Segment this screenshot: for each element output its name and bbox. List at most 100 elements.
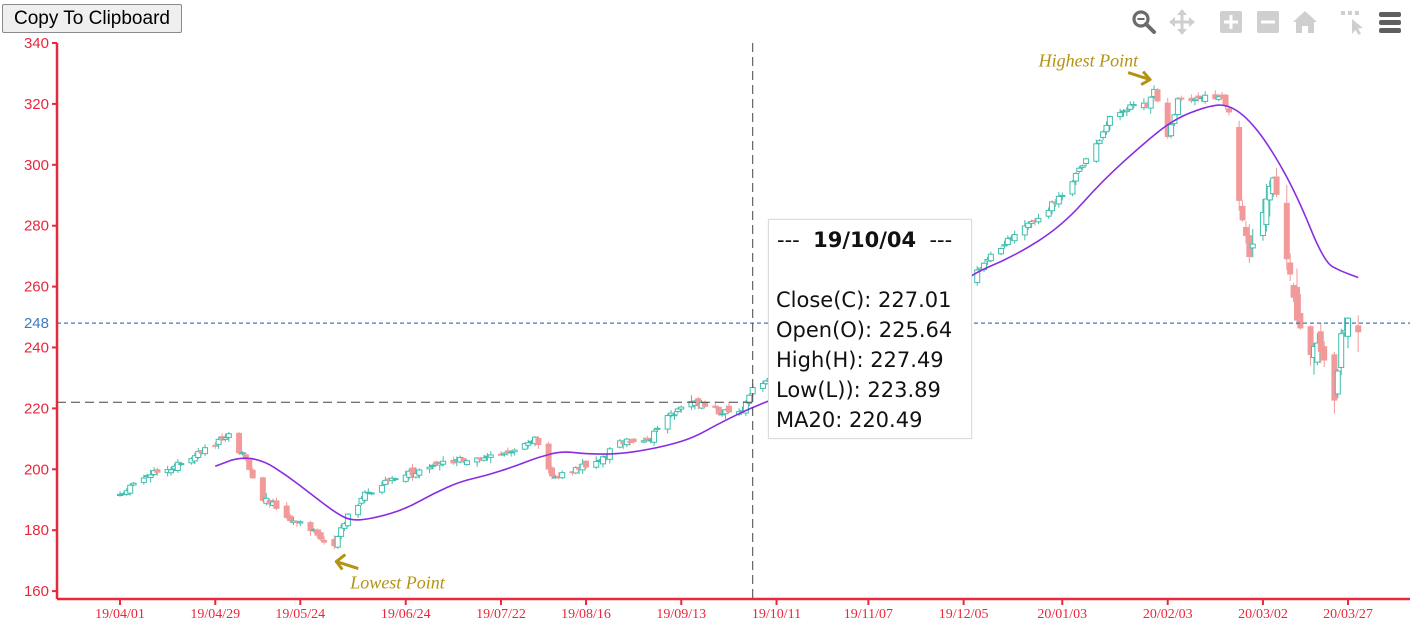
copy-to-clipboard-button[interactable]: Copy To Clipboard <box>2 4 182 33</box>
ma20-line <box>214 104 1359 521</box>
candle <box>583 460 590 469</box>
candle <box>725 401 732 414</box>
candle <box>440 456 447 467</box>
y-tick-label: 180 <box>24 522 49 539</box>
candle <box>630 438 637 444</box>
candle <box>382 476 389 486</box>
x-tick-label: 20/03/02 <box>1238 607 1288 622</box>
zoom-icon[interactable] <box>1130 8 1158 36</box>
candle <box>1174 97 1181 116</box>
candle <box>1307 325 1314 366</box>
candle <box>1117 108 1124 121</box>
candle <box>719 409 726 417</box>
x-tick-label: 19/06/24 <box>381 607 431 622</box>
candle <box>130 481 137 487</box>
home-icon[interactable] <box>1291 8 1319 36</box>
candle <box>987 251 994 263</box>
candle <box>154 467 161 476</box>
candle <box>1079 164 1086 170</box>
candle <box>1293 268 1300 325</box>
candle <box>361 490 368 503</box>
candle <box>1076 166 1083 174</box>
y-tick-label: 260 <box>24 279 49 296</box>
pan-icon[interactable] <box>1168 8 1196 36</box>
tooltip-close: Close(C): 227.01 <box>776 288 952 312</box>
zoom-out-icon[interactable] <box>1254 8 1282 36</box>
candle <box>640 437 647 444</box>
y-tick-label: 240 <box>24 340 49 357</box>
candle <box>671 411 678 420</box>
zoom-in-icon[interactable] <box>1217 8 1245 36</box>
menu-icon[interactable] <box>1376 8 1404 36</box>
tooltip-high: High(H): 227.49 <box>776 348 944 372</box>
candle <box>416 468 423 479</box>
candle <box>378 481 385 495</box>
candle <box>344 513 351 527</box>
x-tick-label: 20/01/03 <box>1037 607 1087 622</box>
candle <box>212 442 219 449</box>
candle <box>1025 221 1032 230</box>
candle <box>1239 200 1246 222</box>
candle <box>402 470 409 483</box>
y-tick-label: 200 <box>24 461 49 478</box>
select-icon[interactable] <box>1338 8 1366 36</box>
tooltip-title: --- 19/10/04 --- <box>777 228 952 252</box>
candle <box>702 400 709 408</box>
candle <box>1202 91 1209 104</box>
candle <box>1154 88 1161 103</box>
candle <box>1035 213 1042 225</box>
x-tick-label: 19/12/05 <box>939 607 989 622</box>
candle <box>678 405 685 413</box>
candle <box>293 520 300 527</box>
candle <box>222 433 229 442</box>
tooltip-low: Low(L)): 223.89 <box>776 378 941 402</box>
candle <box>511 448 518 456</box>
annotations: Highest Point Lowest Point <box>334 51 1152 593</box>
candle <box>1236 120 1243 211</box>
candle <box>1059 192 1066 201</box>
tooltip-dash-right: --- <box>929 228 953 252</box>
highest-point-label: Highest Point <box>1038 51 1139 71</box>
candle <box>1317 322 1324 364</box>
candle <box>654 425 661 432</box>
candle <box>668 410 675 418</box>
candle <box>974 266 981 286</box>
candle <box>715 406 722 416</box>
candle <box>1045 207 1052 219</box>
candle <box>321 536 328 545</box>
candle <box>1191 97 1198 106</box>
candle <box>259 476 266 502</box>
candle <box>474 457 481 467</box>
candle <box>1103 121 1110 135</box>
x-tick-label: 20/03/27 <box>1323 607 1373 622</box>
candle <box>1147 96 1154 114</box>
candle <box>297 520 304 527</box>
candle <box>674 407 681 414</box>
candle <box>191 452 198 465</box>
candle <box>1130 101 1137 109</box>
candle <box>746 393 753 407</box>
candle <box>283 502 290 520</box>
candle <box>460 457 467 464</box>
candle <box>178 461 185 466</box>
candle <box>147 469 154 483</box>
candle <box>545 441 552 474</box>
candle <box>1164 97 1171 139</box>
candle <box>1123 107 1130 116</box>
candle <box>549 466 556 480</box>
candle <box>1055 192 1062 208</box>
candle <box>1273 167 1280 198</box>
candle <box>392 477 399 481</box>
candle <box>1072 171 1079 186</box>
candle <box>644 435 651 442</box>
candle <box>1334 368 1341 399</box>
tooltip-open: Open(O): 225.64 <box>776 318 953 342</box>
candle <box>572 466 579 475</box>
candles-layer <box>117 85 1362 550</box>
candle <box>559 470 566 480</box>
x-tick-label: 19/05/24 <box>275 607 325 622</box>
candle <box>168 466 175 476</box>
candle <box>1345 317 1351 349</box>
candle <box>215 436 222 449</box>
